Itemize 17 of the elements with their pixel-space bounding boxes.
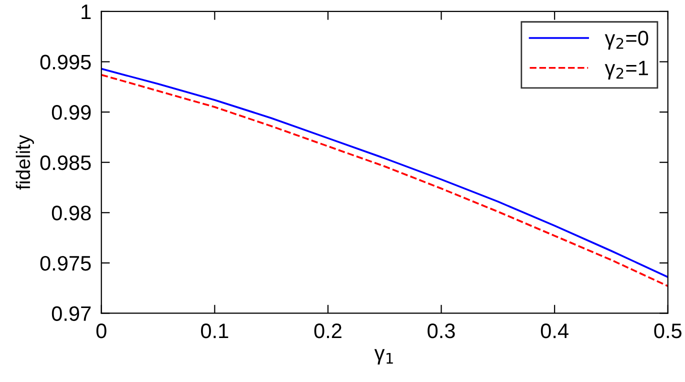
x-tick-label: 0 <box>96 324 106 338</box>
y-tick-label: 0.995 <box>40 54 91 70</box>
y-tick-label: 0.975 <box>40 256 91 271</box>
y-tick-label: 0.98 <box>52 206 91 220</box>
legend-label: γ$_{2}$=0 <box>604 30 648 50</box>
x-tick-label: 0.2 <box>314 324 342 338</box>
x-tick-label: 0.3 <box>428 324 455 338</box>
x-tick-label: 0.1 <box>201 324 228 338</box>
x-tick-label: 0.5 <box>654 324 682 338</box>
y-tick-label: 0.97 <box>52 306 91 321</box>
y-axis-title: fidelity <box>16 134 34 190</box>
x-axis-title: γ$_{1}$ <box>374 349 393 364</box>
x-tick-label: 0.4 <box>540 324 568 338</box>
y-tick-label: 0.985 <box>40 155 91 170</box>
y-tick-label: 0.99 <box>52 105 91 120</box>
y-tick-label: 1 <box>82 4 91 20</box>
legend-label: γ$_{2}$=1 <box>604 60 648 80</box>
